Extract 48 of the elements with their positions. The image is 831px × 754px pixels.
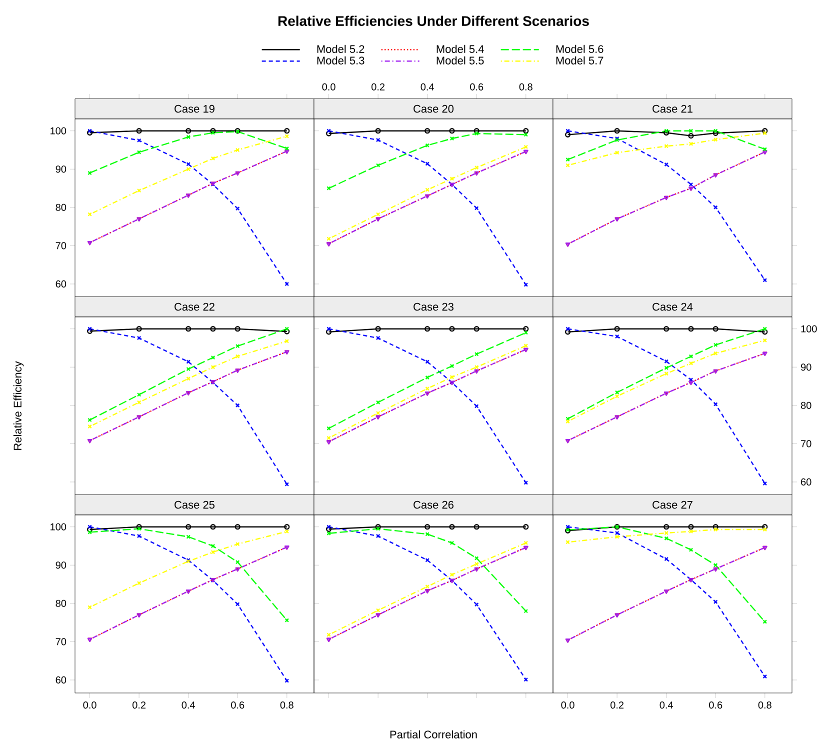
y-tick-label: 90 [801,364,812,371]
y-tick-label: 60 [801,478,812,486]
y-tick-label: 70 [801,440,812,448]
y-tick-label: 80 [56,204,66,211]
x-tick-label: 0.6 [709,702,722,709]
y-tick-label: 100 [50,523,66,530]
legend-label: Model 5.4 [436,44,484,53]
x-tick-label: 0.4 [182,702,195,709]
legend-label: Model 5.3 [317,56,364,64]
chart-subtitle: Case 20 [414,104,454,113]
chart-title: Relative Efficiencies Under Different Scenarios [278,16,589,26]
legend-label: Model 5.6 [556,44,604,53]
x-tick-label: 0.2 [610,702,624,709]
legend-label: Model 5.5 [436,56,484,64]
x-tick-label: 0.6 [231,702,244,709]
chart-subtitle: Case 23 [414,302,454,311]
x-tick-label: 0.0 [83,702,96,709]
chart-subtitle: Case 27 [652,500,692,509]
x-tick-label: 0.6 [470,83,484,90]
x-axis-title: Partial Correlation [390,730,477,738]
chart-subtitle: Case 26 [414,500,454,509]
chart-subtitle: Case 25 [174,500,214,509]
x-tick-label: 0.0 [561,702,574,709]
legend-label: Model 5.7 [556,56,604,64]
x-tick-label: 0.4 [660,702,673,709]
y-tick-label: 90 [56,562,66,569]
y-tick-label: 80 [800,402,812,409]
y-tick-label: 90 [56,166,66,173]
x-tick-label: 0.8 [519,83,532,90]
chart-subtitle: Case 21 [652,104,692,113]
x-tick-label: 0.2 [372,83,385,90]
y-tick-label: 100 [50,127,66,134]
x-tick-label: 0.2 [132,702,146,709]
y-tick-label: 60 [56,676,66,684]
legend-label: Model 5.2 [317,44,364,53]
y-tick-label: 70 [56,638,66,646]
chart-subtitle: Case 22 [174,302,214,311]
chart-subtitle: Case 19 [174,104,214,113]
x-tick-label: 0.0 [322,83,336,90]
y-tick-label: 60 [56,280,66,288]
x-tick-label: 0.8 [758,702,772,709]
y-axis-title: Relative Efficiency [13,361,24,450]
chart-subtitle: Case 24 [652,302,693,311]
y-tick-label: 100 [801,325,817,332]
y-tick-label: 70 [56,242,66,250]
x-tick-label: 0.4 [420,83,434,90]
x-tick-label: 0.8 [280,702,294,709]
y-tick-label: 80 [56,600,66,607]
